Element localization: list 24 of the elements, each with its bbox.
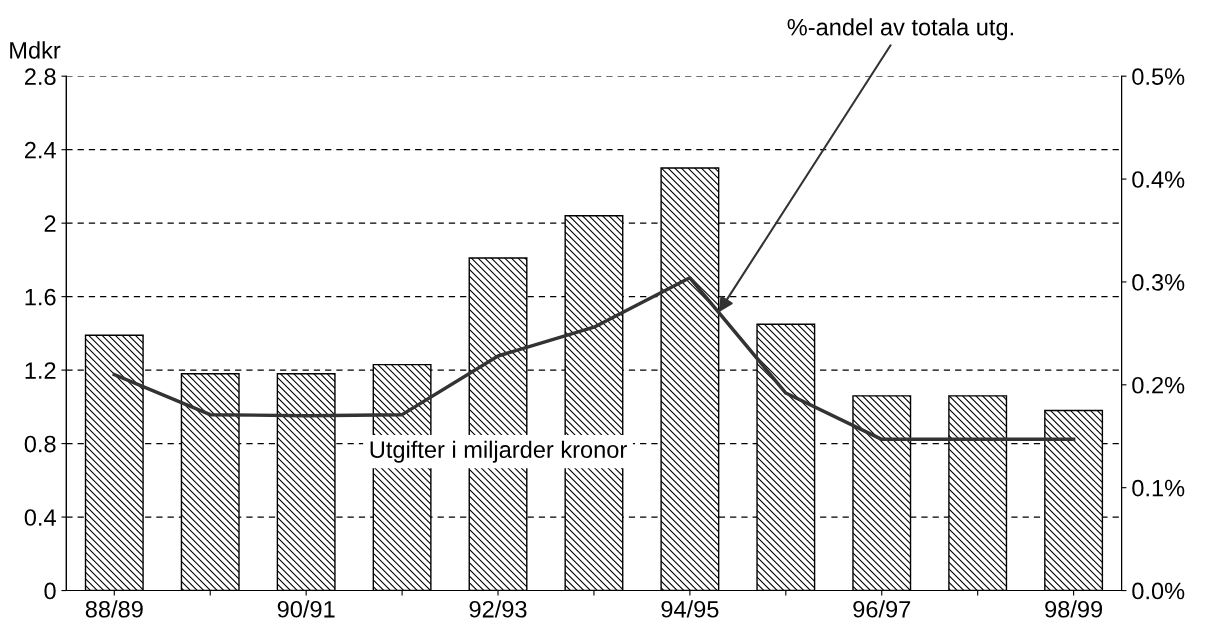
y-tick-label: 2.4 xyxy=(24,141,56,159)
x-tick-label: 92/93 xyxy=(469,600,527,618)
x-tick-label: 94/95 xyxy=(661,600,719,618)
y2-tick-label: 0.5% xyxy=(1132,68,1185,85)
y-tick-label: 0 xyxy=(44,582,56,600)
y2-tick-label: 0.0% xyxy=(1132,582,1185,600)
line-series xyxy=(112,276,1076,442)
y-axis-title: Mdkr xyxy=(10,41,61,59)
y2-tick-label: 0.1% xyxy=(1132,479,1185,497)
y-tick-label: 2.8 xyxy=(24,68,56,85)
y-tick-label: 2 xyxy=(44,215,56,232)
y-tick-label: 1.2 xyxy=(25,362,56,379)
y-tick-label: 1.6 xyxy=(25,288,56,306)
y2-tick-label: 0.3% xyxy=(1132,274,1185,291)
y2-tick-label: 0.2% xyxy=(1132,376,1185,394)
x-tick-label: 98/99 xyxy=(1045,600,1103,618)
text: %-andel av totala utg. xyxy=(787,18,1013,41)
x-tick-label: 96/97 xyxy=(853,600,911,618)
y-tick-label: 0.4 xyxy=(24,509,56,526)
x-tick-label: 90/91 xyxy=(277,600,335,618)
y2-tick-label: 0.4% xyxy=(1132,171,1185,188)
y-tick-label: 0.8 xyxy=(24,435,56,453)
series-label: Utgifter i miljarder kronor xyxy=(370,440,627,463)
x-tick-label: 88/89 xyxy=(85,600,143,618)
